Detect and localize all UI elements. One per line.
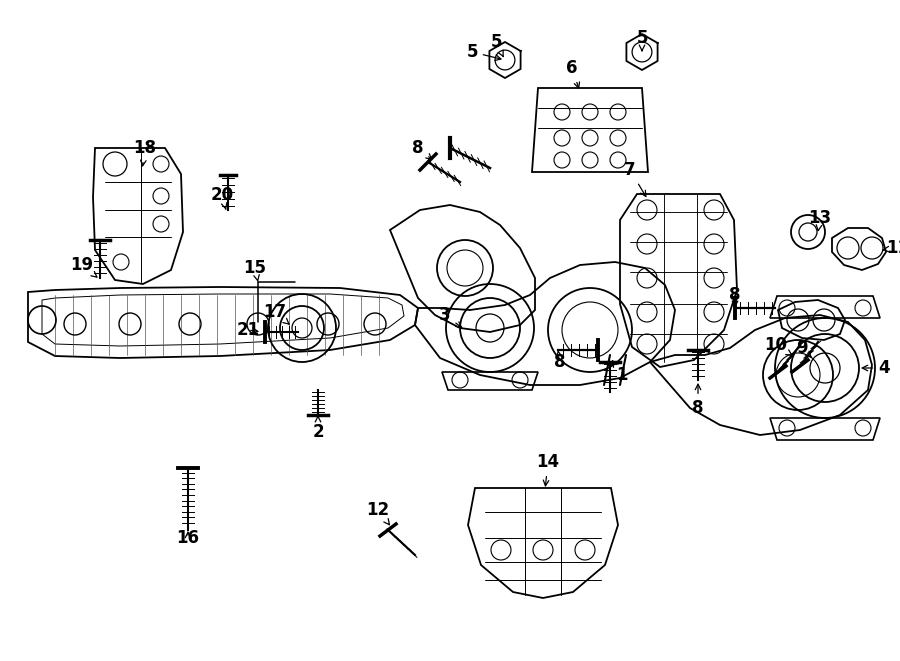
Text: 11: 11 xyxy=(883,239,900,257)
Text: 2: 2 xyxy=(312,416,324,441)
Text: 19: 19 xyxy=(70,256,97,277)
Text: 10: 10 xyxy=(764,336,793,356)
Text: 8: 8 xyxy=(412,139,432,159)
Polygon shape xyxy=(626,34,658,70)
Text: 4: 4 xyxy=(862,359,890,377)
Text: 12: 12 xyxy=(366,501,390,525)
Text: 5: 5 xyxy=(636,29,648,51)
Text: 18: 18 xyxy=(133,139,157,166)
Text: 13: 13 xyxy=(808,209,832,231)
Text: 8: 8 xyxy=(729,286,741,307)
Polygon shape xyxy=(490,42,520,78)
Text: 9: 9 xyxy=(796,339,811,357)
Text: 14: 14 xyxy=(536,453,560,486)
Text: 5: 5 xyxy=(491,33,503,57)
Text: 15: 15 xyxy=(244,259,266,281)
Text: 8: 8 xyxy=(692,384,704,417)
Text: 21: 21 xyxy=(237,321,259,339)
Text: 8: 8 xyxy=(554,350,566,371)
Text: 3: 3 xyxy=(439,306,462,327)
Text: 17: 17 xyxy=(264,303,289,324)
Text: 16: 16 xyxy=(176,529,200,547)
Text: 5: 5 xyxy=(466,43,501,61)
Text: 1: 1 xyxy=(613,361,628,384)
Text: 6: 6 xyxy=(566,59,580,88)
Text: 20: 20 xyxy=(211,186,234,210)
Text: 7: 7 xyxy=(625,161,646,196)
